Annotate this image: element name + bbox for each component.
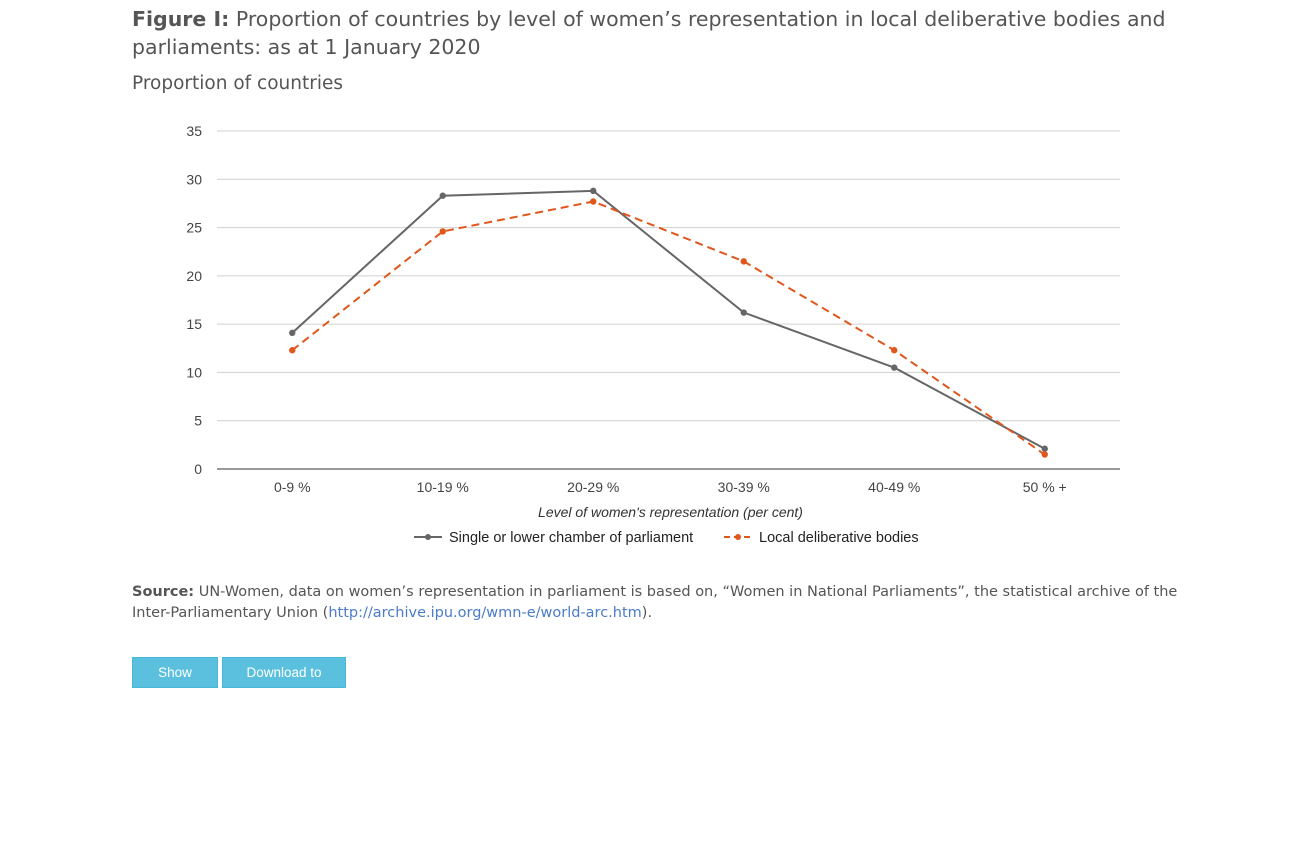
- y-tick-label: 5: [194, 413, 202, 429]
- data-point: [289, 347, 296, 354]
- data-point: [439, 192, 446, 199]
- show-data-button[interactable]: Show Data: [132, 657, 218, 709]
- data-point: [590, 198, 597, 205]
- legend-label: Local deliberative bodies: [759, 530, 919, 546]
- legend-item: Single or lower chamber of parliament: [414, 530, 693, 546]
- series-line: [291, 189, 1046, 450]
- x-tick-label: 40-49 %: [868, 479, 920, 495]
- y-tick-label: 25: [186, 220, 202, 236]
- source-label: Source:: [132, 584, 195, 600]
- legend-marker: [735, 534, 741, 540]
- figure-title-text: Proportion of countries by level of wome…: [132, 7, 1166, 59]
- data-point: [891, 364, 898, 371]
- source-link[interactable]: http://archive.ipu.org/wmn-e/world-arc.h…: [328, 605, 642, 621]
- line-chart: 0 5 10 15 20 25 30 35 0-9 % 10-19 % 20-29 % 30-39 …: [186, 123, 1120, 546]
- data-point: [740, 258, 747, 265]
- data-point: [740, 309, 747, 316]
- figure-label: Figure I:: [132, 7, 230, 31]
- x-tick-labels: 0-9 % 10-19 % 20-29 % 30-39 % 40-49 % 50 % +: [274, 479, 1067, 495]
- series-line: [291, 200, 1046, 456]
- figure-title: Figure I: Proportion of countries by lev…: [132, 5, 1172, 61]
- y-tick-label: 35: [186, 123, 202, 139]
- data-point: [289, 329, 296, 337]
- data-point: [891, 347, 898, 354]
- x-tick-label: 50 % +: [1023, 479, 1067, 495]
- x-tick-label: 30-39 %: [718, 479, 770, 495]
- y-tick-label: 0: [194, 461, 202, 477]
- x-axis-title: Level of women's representation (per cen…: [538, 504, 803, 520]
- legend-item: Local deliberative bodies: [724, 530, 919, 546]
- y-tick-labels: 0 5 10 15 20 25 30 35: [186, 123, 202, 477]
- y-tick-label: 20: [186, 268, 202, 284]
- x-tick-label: 10-19 %: [417, 479, 469, 495]
- data-point: [439, 228, 446, 235]
- x-tick-label: 0-9 %: [274, 479, 311, 495]
- legend: Single or lower chamber of parliament Loc…: [414, 530, 919, 546]
- y-tick-label: 10: [186, 364, 202, 380]
- legend-marker: [425, 534, 431, 540]
- y-tick-label: 30: [186, 171, 202, 187]
- y-axis-title: Proportion of countries: [132, 73, 344, 94]
- legend-label: Single or lower chamber of parliament: [449, 530, 693, 546]
- data-point: [590, 187, 597, 195]
- x-tick-label: 20-29 %: [567, 479, 619, 495]
- source-text: UN-Women, data on women’s representation…: [132, 584, 1178, 621]
- data-point: [1041, 451, 1048, 458]
- source-note: Source: UN-Women, data on women’s repres…: [132, 582, 1182, 624]
- y-tick-label: 15: [186, 316, 202, 332]
- data-point: [1041, 445, 1048, 452]
- series-lines: [289, 187, 1048, 458]
- download-csv-button[interactable]: Download to CSV: [222, 657, 346, 709]
- series-1: [289, 187, 1048, 452]
- source-text-end: ).: [641, 605, 653, 621]
- gridlines: [217, 130, 1120, 470]
- series-2: [289, 198, 1048, 458]
